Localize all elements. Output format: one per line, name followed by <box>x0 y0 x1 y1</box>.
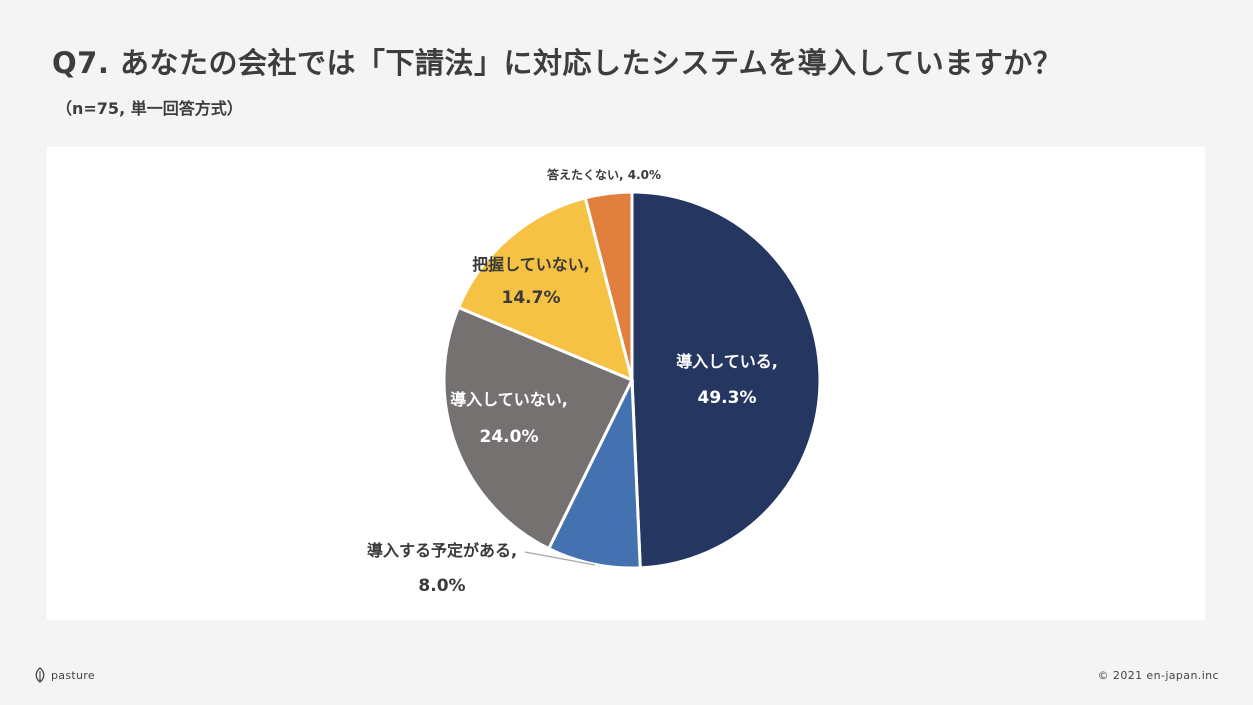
slice-value-label: 14.7% <box>502 288 561 308</box>
pie-chart: 導入している, 49.3% 導入する予定がある, 8.0% 導入していない, 24.0% 把… <box>367 167 822 596</box>
brand-logo: pasture <box>34 667 95 683</box>
slice-value-label: 8.0% <box>418 576 465 596</box>
slice-label: 答えたくない, 4.0% <box>547 167 661 182</box>
pie-slice <box>442 305 635 551</box>
chart-panel: 導入している, 49.3% 導入する予定がある, 8.0% 導入していない, 24.0% 把… <box>47 147 1205 620</box>
pie-slice <box>546 379 642 570</box>
slice-label: 導入している, <box>676 352 778 371</box>
slice-label: 把握していない, <box>472 255 590 274</box>
pie-slice <box>630 190 822 570</box>
slice-label: 導入していない, <box>450 390 568 409</box>
page-title: Q7. あなたの会社では「下請法」に対応したシステムを導入していますか？ <box>52 46 1063 80</box>
slice-value-label: 24.0% <box>480 427 539 447</box>
slice-value-label: 49.3% <box>698 388 757 408</box>
brand-name: pasture <box>51 668 95 682</box>
label-leader-line <box>524 551 596 566</box>
copyright-text: © 2021 en-japan.inc <box>1097 669 1219 682</box>
leaf-icon <box>35 667 45 683</box>
pie-slice <box>583 190 634 381</box>
page-subtitle: （n=75, 単一回答方式） <box>56 99 243 118</box>
slice-label: 導入する予定がある, <box>367 541 517 560</box>
pie-slice <box>456 196 635 383</box>
